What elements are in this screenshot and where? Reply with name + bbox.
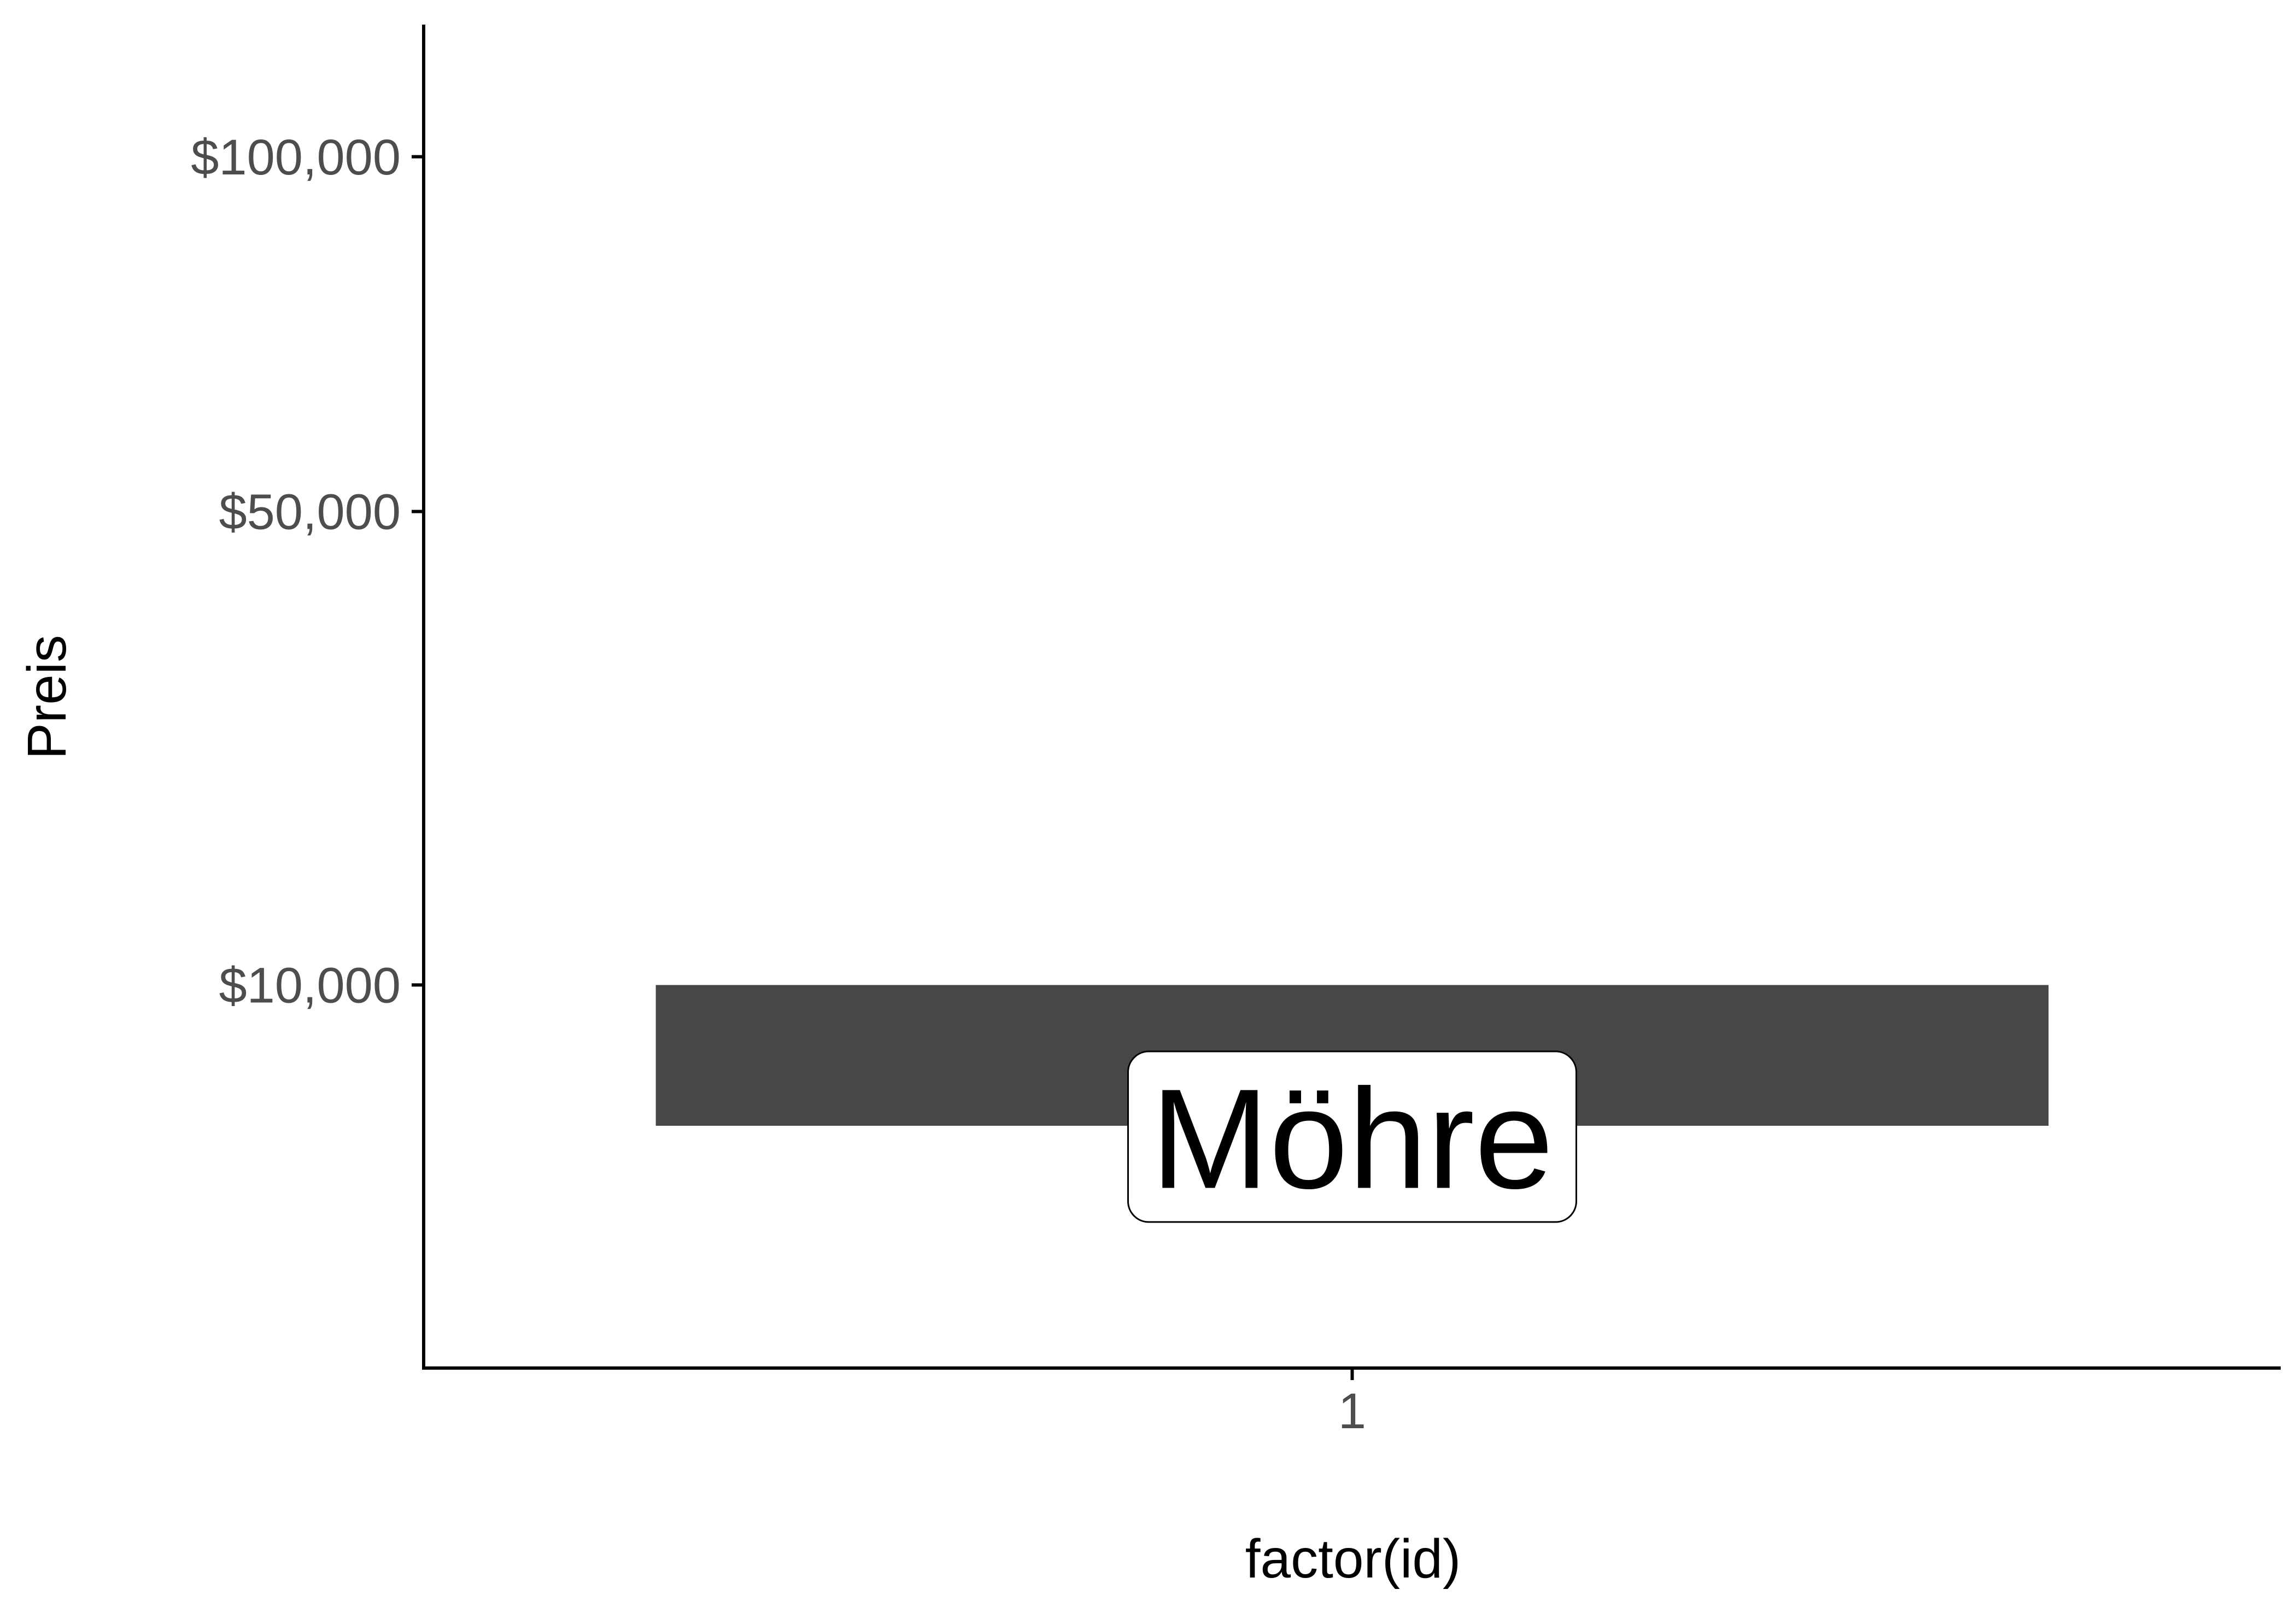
bar-label-box [1127,1050,1577,1223]
y-tick-label: $50,000 [219,484,401,540]
x-axis-title: factor(id) [1245,1528,1461,1590]
y-tick-label: $10,000 [219,958,401,1014]
y-axis-title: Preis [16,635,78,759]
y-axis-ticks: $10,000 $50,000 $100,000 [191,130,424,1014]
x-tick-label: 1 [1338,1383,1366,1439]
bar-label: Möhre [1151,1060,1554,1219]
bar-labels-layer: Möhre [1127,1050,1577,1223]
y-tick-label: $100,000 [191,130,401,185]
x-axis-ticks: 1 [1338,1368,1366,1439]
